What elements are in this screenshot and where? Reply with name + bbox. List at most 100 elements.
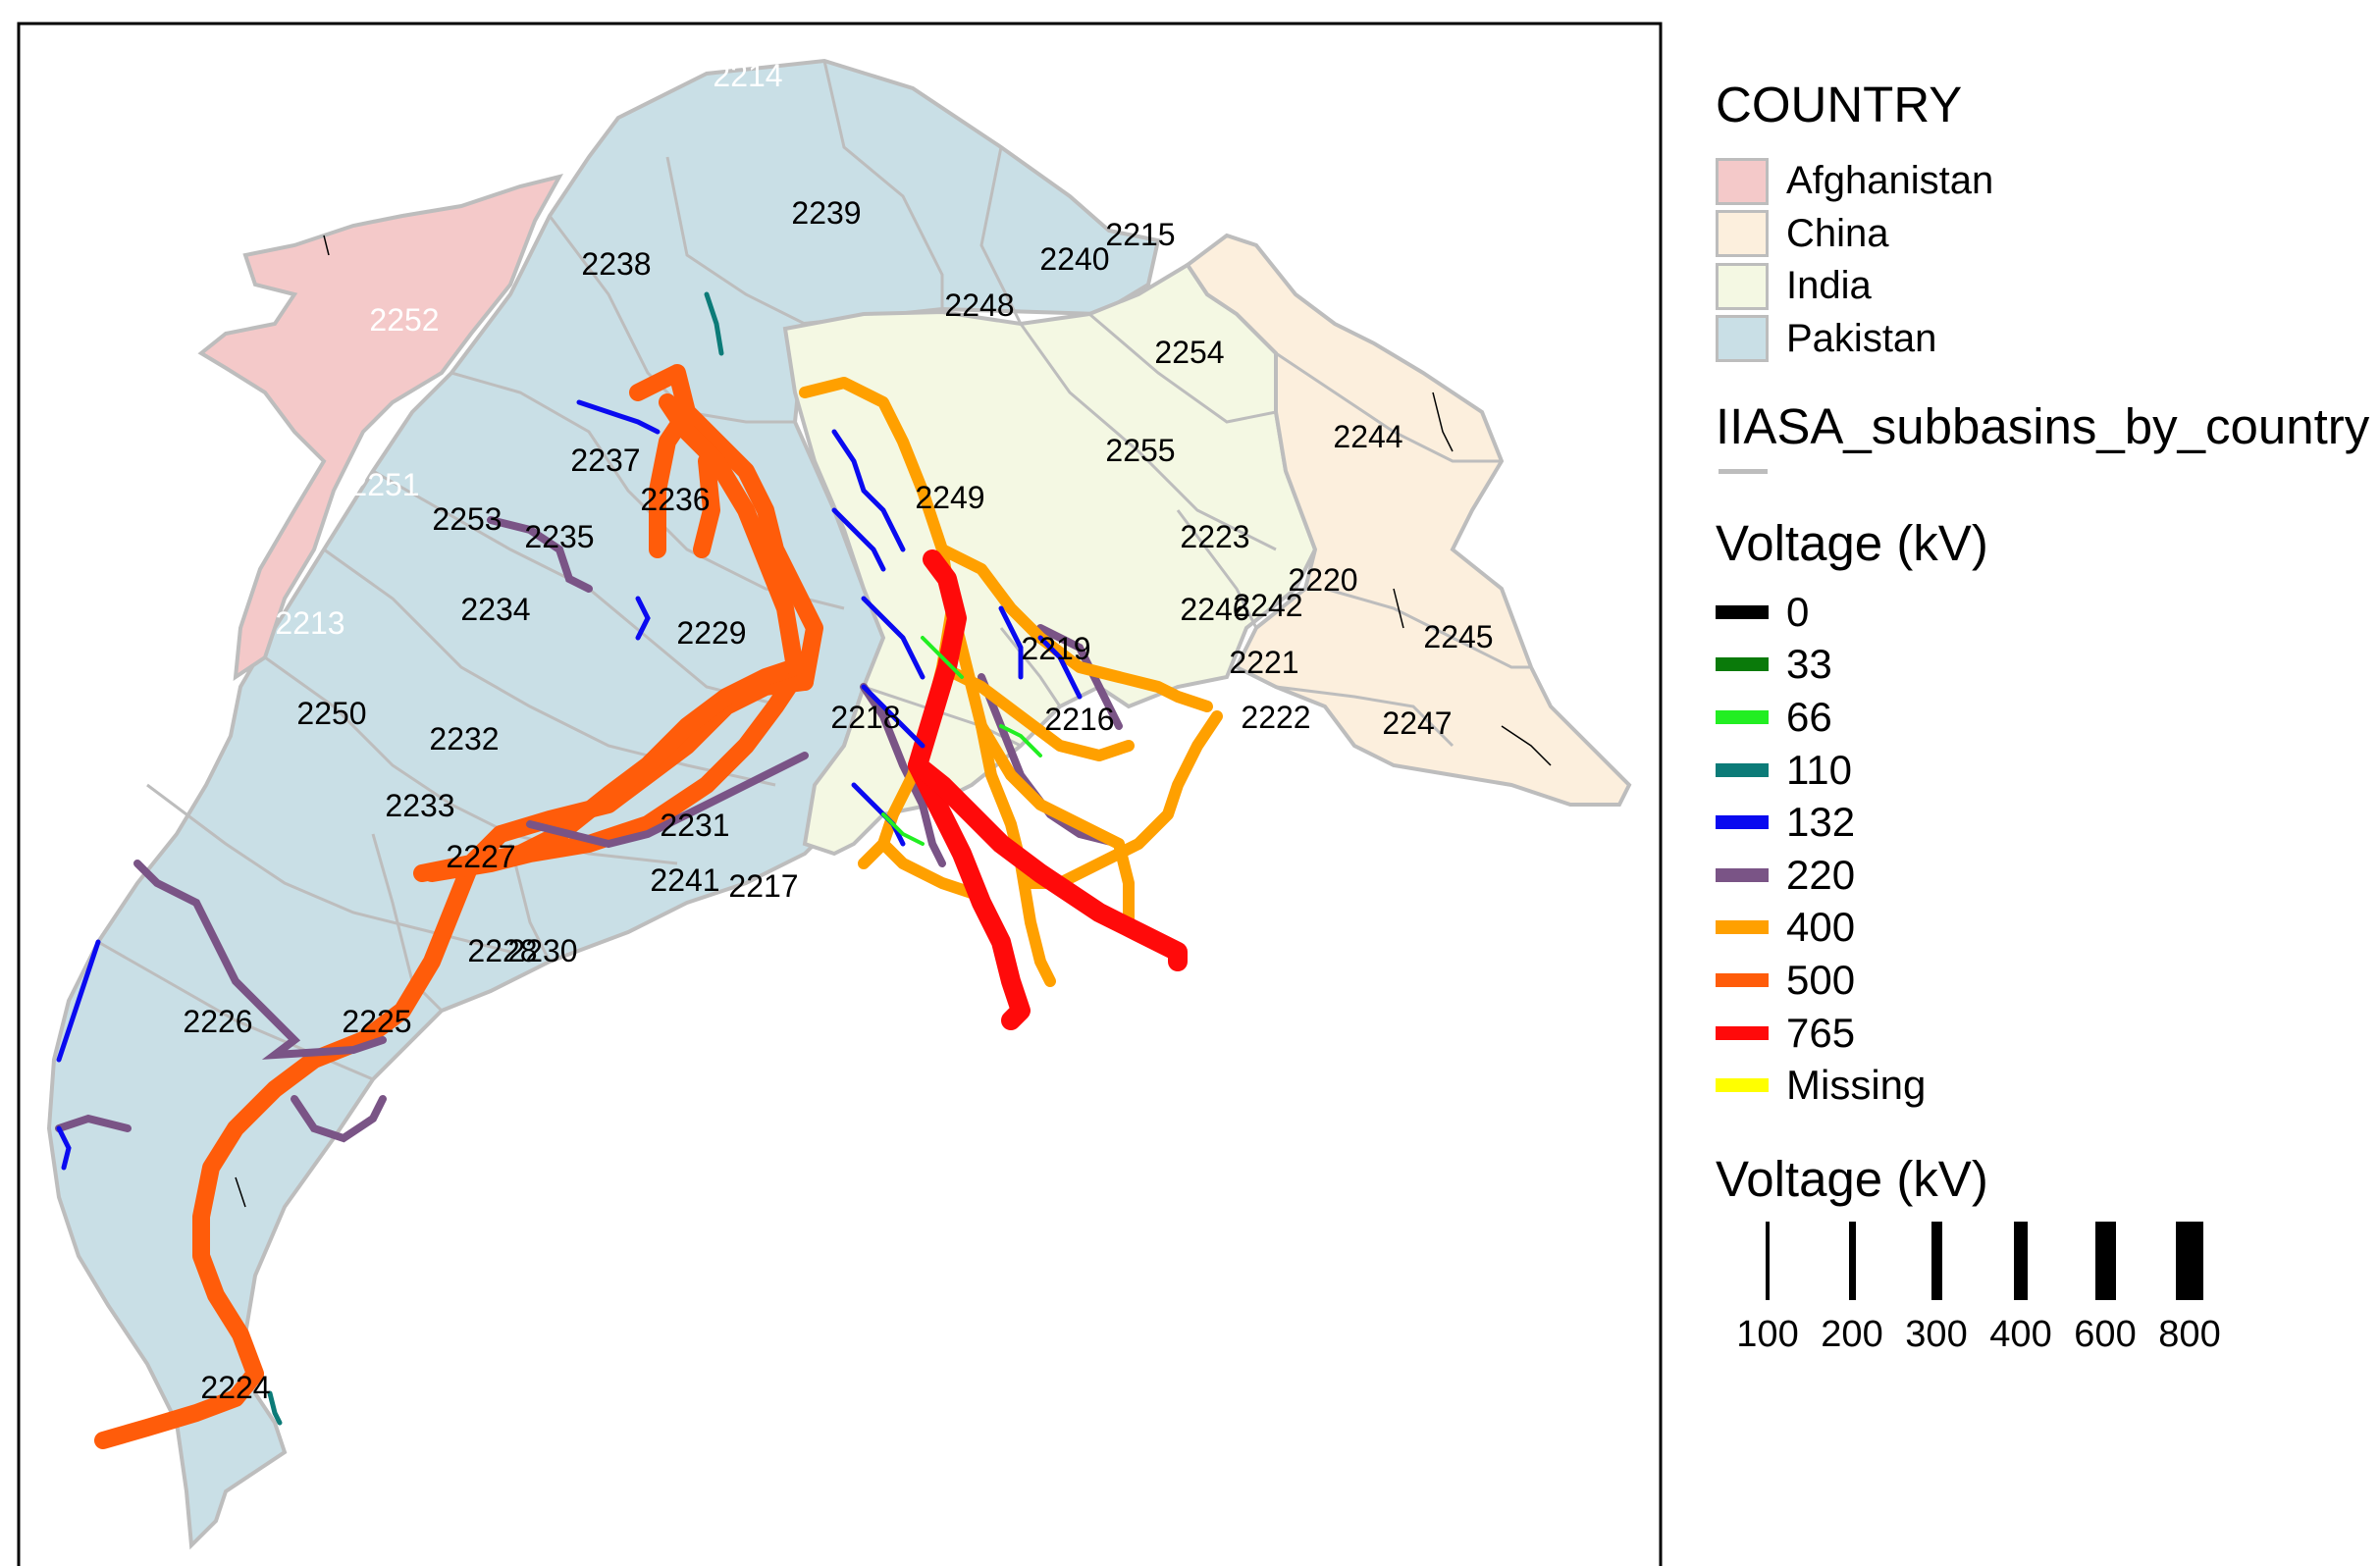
subbasin-label-2225: 2225 [342, 1004, 411, 1039]
subbasin-label-2221: 2221 [1229, 645, 1298, 680]
voltage-color-key [1716, 920, 1769, 935]
lines-132kv [56, 399, 1083, 1171]
voltage-label: 0 [1786, 588, 1810, 635]
country-legend-item: Pakistan [1716, 313, 2380, 366]
width-key-bar [1766, 1221, 1770, 1300]
voltage-color-key [1716, 972, 1769, 987]
subbasin-label-2230: 2230 [507, 933, 577, 968]
voltage-label: Missing [1786, 1062, 1927, 1109]
subbasin-label-2220: 2220 [1288, 562, 1357, 598]
voltage-color-key [1716, 1078, 1769, 1093]
voltage-legend-item: 220 [1716, 849, 2380, 902]
subbasin-label-2247: 2247 [1382, 705, 1452, 741]
voltage-label: 765 [1786, 1009, 1856, 1056]
country-swatch [1716, 262, 1769, 310]
voltage-legend-item: 0 [1716, 586, 2380, 639]
subbasin-label-2219: 2219 [1021, 631, 1090, 666]
subbasin-label-2235: 2235 [524, 519, 594, 554]
subbasin-label-2223: 2223 [1180, 519, 1249, 554]
subbasin-label-2249: 2249 [915, 480, 984, 515]
width-key-label: 600 [2074, 1313, 2137, 1355]
lines-66kv [881, 636, 1042, 846]
width-key-label: 300 [1905, 1313, 1968, 1355]
subbasin-label-2215: 2215 [1105, 217, 1175, 252]
subbasin-label-2237: 2237 [570, 443, 640, 478]
voltage-width-legend: 100 200 300 400 600 800 [1725, 1221, 2380, 1356]
subbasin-label-2241: 2241 [650, 862, 719, 898]
subbasin-label-2238: 2238 [581, 246, 651, 282]
subbasin-label-2255: 2255 [1105, 433, 1175, 468]
country-legend-item: China [1716, 208, 2380, 261]
width-key-label: 800 [2158, 1313, 2221, 1355]
voltage-label: 66 [1786, 693, 1832, 740]
width-key-bar [2176, 1221, 2203, 1300]
subbasin-label-2218: 2218 [830, 700, 900, 735]
subbasin-label-2245: 2245 [1423, 619, 1493, 654]
subbasin-label-2214: 2214 [713, 58, 782, 93]
voltage-legend-item: 110 [1716, 744, 2380, 797]
subbasin-label-2244: 2244 [1333, 419, 1402, 454]
subbasin-label-2216: 2216 [1044, 702, 1114, 737]
country-label: China [1786, 211, 1889, 255]
voltage-legend-item: Missing [1716, 1059, 2380, 1112]
width-key-bar [1848, 1221, 1856, 1300]
voltage-color-key [1716, 815, 1769, 830]
width-legend-item: 600 [2063, 1221, 2147, 1356]
voltage-color-key [1716, 762, 1769, 777]
country-legend-item: Afghanistan [1716, 155, 2380, 208]
width-key-label: 200 [1821, 1313, 1883, 1355]
width-legend-item: 200 [1810, 1221, 1894, 1356]
subbasin-label-2252: 2252 [369, 302, 439, 338]
voltage-color-key [1716, 867, 1769, 882]
width-legend-item: 300 [1894, 1221, 1979, 1356]
country-label: Pakistan [1786, 316, 1937, 360]
lines-110kv [267, 291, 724, 1426]
voltage-label: 400 [1786, 904, 1856, 951]
width-legend-item: 800 [2147, 1221, 2232, 1356]
subbasin-label-2222: 2222 [1241, 700, 1310, 735]
subbasin-label-2240: 2240 [1039, 241, 1109, 277]
region-india [782, 262, 1318, 857]
subbasin-label-2232: 2232 [429, 721, 499, 757]
voltage-color-key [1716, 657, 1769, 672]
region-afghanistan [197, 173, 563, 682]
subbasin-label-2234: 2234 [460, 592, 530, 627]
country-swatch [1716, 315, 1769, 363]
voltage-label: 220 [1786, 851, 1856, 898]
voltage-legend-item: 400 [1716, 902, 2380, 955]
subbasin-label-2253: 2253 [432, 501, 502, 537]
region-china [1185, 233, 1632, 807]
subbasin-label-2217: 2217 [728, 868, 798, 904]
subbasin-label-2224: 2224 [200, 1370, 270, 1405]
voltage-legend-item: 66 [1716, 691, 2380, 744]
voltage-legend-item: 33 [1716, 639, 2380, 692]
country-label: Afghanistan [1786, 159, 1994, 203]
subbasin-label-2231: 2231 [660, 808, 729, 843]
legend: COUNTRY Afghanistan China India Pakistan II… [1716, 77, 2380, 1356]
lines-765kv [908, 549, 1188, 1030]
voltage-color-key [1716, 1025, 1769, 1040]
subbasin-label-2213: 2213 [275, 605, 344, 641]
subbasin-label-2239: 2239 [791, 195, 861, 231]
country-legend-item: India [1716, 260, 2380, 313]
subbasin-label-2227: 2227 [446, 839, 515, 874]
width-key-label: 400 [1989, 1313, 2052, 1355]
voltage-color-key [1716, 604, 1769, 619]
lines-0kv [235, 235, 1552, 1208]
country-swatch [1716, 210, 1769, 258]
subbasin-label-2226: 2226 [183, 1004, 252, 1039]
subbasin-label-2233: 2233 [385, 788, 454, 823]
voltage-label: 33 [1786, 641, 1832, 688]
voltage-color-legend-title: Voltage (kV) [1716, 515, 1988, 571]
voltage-label: 500 [1786, 956, 1856, 1003]
width-key-bar [1930, 1221, 1942, 1300]
voltage-legend-item: 132 [1716, 796, 2380, 849]
width-legend-item: 400 [1979, 1221, 2063, 1356]
width-key-bar [2094, 1221, 2116, 1300]
voltage-legend-item: 500 [1716, 954, 2380, 1007]
width-key-bar [2014, 1221, 2028, 1300]
voltage-color-key [1716, 709, 1769, 724]
